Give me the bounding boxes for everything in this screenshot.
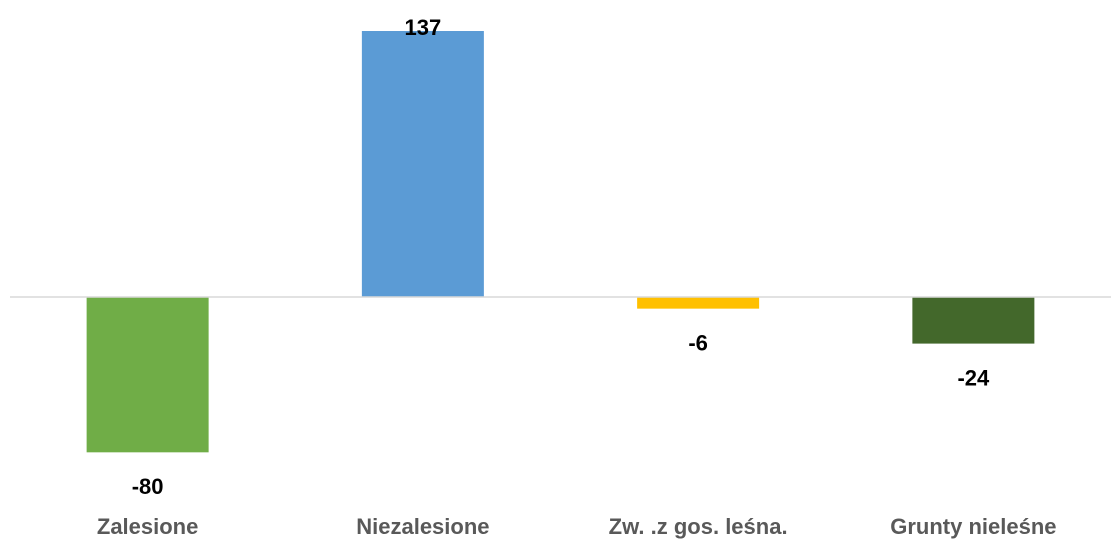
bar <box>361 31 484 297</box>
x-tick-label: Grunty nieleśne <box>890 514 1056 539</box>
bar <box>86 297 209 453</box>
bar <box>912 297 1035 344</box>
data-label: -24 <box>957 365 990 390</box>
x-tick-label: Zalesione <box>97 514 198 539</box>
x-tick-label: Niezalesione <box>356 514 489 539</box>
data-label: 137 <box>405 15 442 40</box>
x-tick-label: Zw. .z gos. leśna. <box>609 514 788 539</box>
data-label: -80 <box>132 474 164 499</box>
data-label: -6 <box>688 330 708 355</box>
bar <box>637 297 760 309</box>
